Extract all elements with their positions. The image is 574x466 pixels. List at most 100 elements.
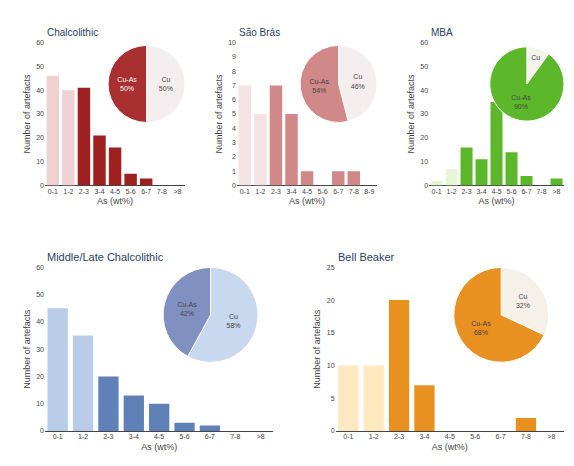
svg-text:30: 30 [36,110,44,117]
svg-text:0: 0 [40,427,44,434]
svg-text:0-1: 0-1 [240,188,250,195]
svg-text:0: 0 [331,427,335,434]
svg-text:Cu-As42%: Cu-As42% [177,301,197,317]
svg-text:Number of artefacts: Number of artefacts [312,309,322,389]
svg-text:Cu58%: Cu58% [227,313,241,329]
svg-text:5-6: 5-6 [470,433,480,440]
svg-text:Cu46%: Cu46% [351,73,365,89]
svg-text:0-1: 0-1 [53,433,63,440]
svg-text:30: 30 [36,346,44,353]
svg-text:5: 5 [232,110,236,117]
svg-text:As (wt%): As (wt%) [432,442,468,452]
svg-text:10: 10 [327,362,335,369]
svg-text:60: 60 [36,264,44,271]
svg-text:2-3: 2-3 [461,188,471,195]
svg-text:7-8: 7-8 [230,433,240,440]
svg-text:As (wt%): As (wt%) [479,196,515,206]
svg-text:Number of artefacts: Number of artefacts [406,74,416,154]
svg-text:São Brás: São Brás [239,27,280,38]
svg-text:4-5: 4-5 [491,188,501,195]
svg-text:Cu32%: Cu32% [516,293,530,309]
svg-text:Number of artefacts: Number of artefacts [214,74,224,154]
svg-text:60: 60 [420,39,428,46]
svg-text:0: 0 [40,182,44,189]
svg-text:0: 0 [424,182,428,189]
svg-text:7-8: 7-8 [536,188,546,195]
svg-text:30: 30 [420,110,428,117]
svg-text:>8: >8 [553,188,561,195]
svg-text:60: 60 [36,39,44,46]
svg-text:1-2: 1-2 [446,188,456,195]
svg-text:Cu-As68%: Cu-As68% [471,320,491,336]
svg-text:40: 40 [36,318,44,325]
svg-text:>8: >8 [547,433,555,440]
svg-text:40: 40 [36,87,44,94]
svg-text:2-3: 2-3 [271,188,281,195]
svg-text:2-3: 2-3 [103,433,113,440]
svg-text:>8: >8 [257,433,265,440]
svg-text:3-4: 3-4 [476,188,486,195]
svg-text:1: 1 [232,168,236,175]
svg-text:50: 50 [36,63,44,70]
svg-text:Middle/Late Chalcolithic: Middle/Late Chalcolithic [47,251,164,263]
svg-text:As (wt%): As (wt%) [141,442,177,452]
svg-text:2-3: 2-3 [79,188,89,195]
svg-text:6-7: 6-7 [205,433,215,440]
svg-text:>8: >8 [173,188,181,195]
svg-text:Cu50%: Cu50% [159,76,173,92]
svg-text:2: 2 [232,153,236,160]
svg-text:4-5: 4-5 [110,188,120,195]
svg-text:8-9: 8-9 [364,188,374,195]
svg-text:0: 0 [232,182,236,189]
svg-text:Bell Beaker: Bell Beaker [338,251,395,263]
svg-text:5-6: 5-6 [179,433,189,440]
svg-text:Number of artefacts: Number of artefacts [22,74,32,154]
svg-text:10: 10 [36,158,44,165]
svg-text:4-5: 4-5 [445,433,455,440]
svg-text:6-7: 6-7 [333,188,343,195]
svg-text:1-2: 1-2 [63,188,73,195]
svg-text:5-6: 5-6 [318,188,328,195]
svg-text:3-4: 3-4 [94,188,104,195]
svg-text:MBA: MBA [431,27,453,38]
svg-text:40: 40 [420,87,428,94]
svg-text:0-1: 0-1 [48,188,58,195]
svg-text:7-8: 7-8 [157,188,167,195]
svg-text:1-2: 1-2 [255,188,265,195]
svg-text:20: 20 [36,373,44,380]
svg-text:4-5: 4-5 [302,188,312,195]
svg-text:25: 25 [327,264,335,271]
svg-text:2-3: 2-3 [394,433,404,440]
svg-text:Cu-As90%: Cu-As90% [511,94,531,110]
svg-text:3-4: 3-4 [419,433,429,440]
svg-text:6: 6 [232,96,236,103]
svg-text:10: 10 [420,158,428,165]
svg-text:7-8: 7-8 [521,433,531,440]
svg-text:0-1: 0-1 [343,433,353,440]
svg-text:Chalcolithic: Chalcolithic [47,27,98,38]
svg-text:As (wt%): As (wt%) [289,196,325,206]
svg-text:Number of artefacts: Number of artefacts [22,309,32,389]
svg-text:3-4: 3-4 [286,188,296,195]
svg-text:Cu-As50%: Cu-As50% [117,76,137,92]
svg-text:As (wt%): As (wt%) [97,196,133,206]
svg-text:20: 20 [420,134,428,141]
svg-text:6-7: 6-7 [521,188,531,195]
svg-text:10: 10 [228,39,236,46]
svg-text:50: 50 [36,291,44,298]
svg-text:5: 5 [331,395,335,402]
svg-text:1-2: 1-2 [369,433,379,440]
svg-text:1-2: 1-2 [78,433,88,440]
svg-text:15: 15 [327,329,335,336]
svg-text:5-6: 5-6 [506,188,516,195]
svg-text:Cu-As54%: Cu-As54% [310,78,330,94]
svg-text:20: 20 [327,297,335,304]
svg-text:Cu: Cu [531,54,540,61]
svg-text:6-7: 6-7 [141,188,151,195]
svg-text:4-5: 4-5 [154,433,164,440]
svg-text:0-1: 0-1 [431,188,441,195]
svg-text:20: 20 [36,134,44,141]
svg-text:9: 9 [232,53,236,60]
svg-text:7: 7 [232,82,236,89]
svg-text:50: 50 [420,63,428,70]
